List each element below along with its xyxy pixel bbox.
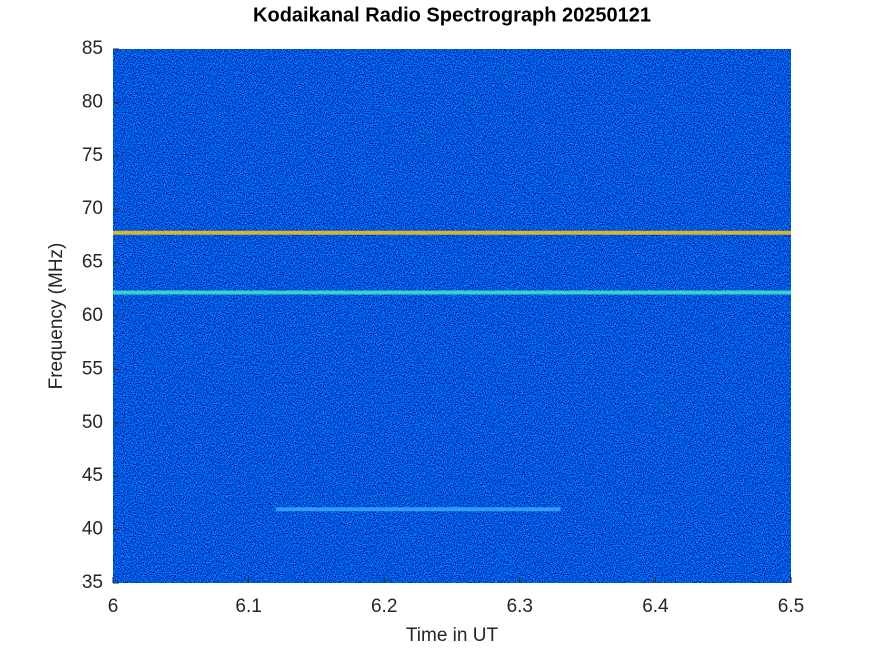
x-tick-label: 6.2 [371,596,397,617]
x-tick-label: 6.3 [507,596,533,617]
y-tick-label: 75 [82,145,103,166]
noise-texture [113,49,791,583]
x-tick-label: 6.1 [235,596,261,617]
y-tick-label: 65 [82,252,103,273]
y-tick-label: 55 [82,358,103,379]
x-tick-label: 6.4 [642,596,669,617]
x-tick-label: 6.5 [778,596,804,617]
chart-title: Kodaikanal Radio Spectrograph 20250121 [253,4,651,26]
y-tick-label: 40 [82,519,103,540]
y-tick-label: 35 [82,572,103,593]
x-tick-label: 6 [108,596,119,617]
y-tick-label: 50 [82,412,103,433]
y-tick-label: 60 [82,305,103,326]
x-axis-label: Time in UT [406,625,499,646]
y-axis-label: Frequency (MHz) [46,243,67,390]
y-tick-label: 85 [82,38,103,59]
y-tick-label: 80 [82,91,103,112]
y-tick-label: 70 [82,198,103,219]
y-tick-label: 45 [82,465,103,486]
